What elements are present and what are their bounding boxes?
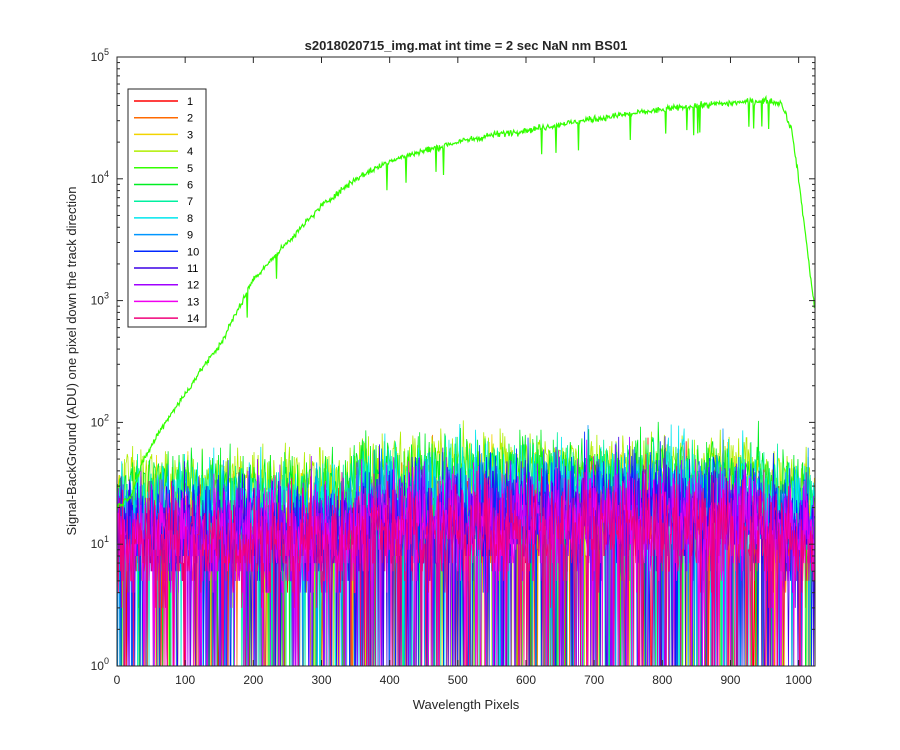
series-layer [117, 94, 815, 666]
chart-title: s2018020715_img.mat int time = 2 sec NaN… [305, 38, 628, 53]
y-tick-label: 102 [91, 412, 109, 429]
legend-label: 7 [187, 196, 193, 208]
y-tick-label: 105 [91, 47, 109, 64]
legend-label: 8 [187, 213, 193, 225]
x-tick-label: 800 [652, 673, 672, 687]
x-tick-label: 400 [380, 673, 400, 687]
series-line-13 [117, 439, 815, 666]
legend-label: 1 [187, 96, 193, 108]
x-tick-label: 1000 [785, 673, 812, 687]
legend-label: 4 [187, 146, 193, 158]
y-tick-label: 100 [91, 656, 109, 673]
x-tick-label: 500 [448, 673, 468, 687]
x-tick-label: 900 [720, 673, 740, 687]
series-line-4 [117, 420, 815, 666]
legend-label: 3 [187, 129, 193, 141]
series-line-5 [117, 94, 815, 512]
x-tick-label: 600 [516, 673, 536, 687]
legend-label: 2 [187, 113, 193, 125]
legend-label: 9 [187, 230, 193, 242]
legend-label: 5 [187, 163, 193, 175]
legend-label: 14 [187, 313, 199, 325]
legend-box [127, 88, 207, 328]
y-tick-label: 101 [91, 534, 109, 551]
x-axis: 0 100 200 300 400 500 600 700 800 900 1000 [114, 57, 812, 687]
y-tick-label: 103 [91, 291, 109, 308]
legend-label: 6 [187, 180, 193, 192]
legend-label: 10 [187, 246, 199, 258]
y-axis-label: Signal-BackGround (ADU) one pixel down t… [64, 186, 79, 535]
x-tick-label: 300 [311, 673, 331, 687]
legend-label: 12 [187, 280, 199, 292]
x-tick-label: 200 [243, 673, 263, 687]
series-line-14 [117, 454, 815, 666]
x-tick-label: 0 [114, 673, 121, 687]
y-tick-label: 104 [91, 169, 109, 186]
plot-area-frame [116, 56, 816, 667]
x-tick-label: 700 [584, 673, 604, 687]
legend-label: 13 [187, 296, 199, 308]
x-axis-label: Wavelength Pixels [413, 697, 520, 712]
legend-label: 11 [187, 263, 198, 275]
x-tick-label: 100 [175, 673, 195, 687]
